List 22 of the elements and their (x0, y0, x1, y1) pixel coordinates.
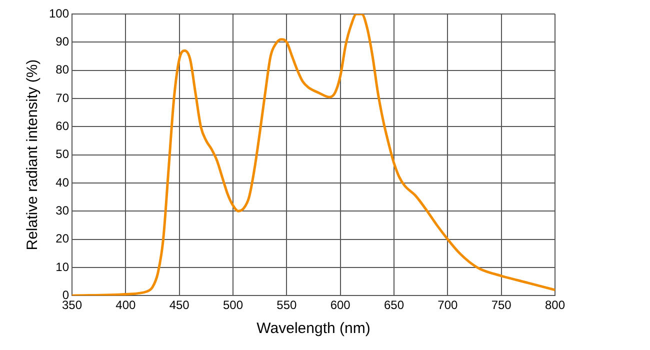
y-tick-label: 80 (56, 62, 70, 77)
y-tick-label: 40 (56, 175, 70, 190)
x-axis-title: Wavelength (nm) (256, 320, 370, 338)
x-tick-label: 800 (544, 298, 566, 312)
y-tick-label: 20 (56, 232, 70, 246)
x-tick-label: 700 (438, 298, 458, 312)
line-series (72, 14, 555, 296)
x-tick-label: 500 (223, 298, 244, 312)
x-tick-label: 650 (384, 298, 404, 312)
y-tick-label: 60 (56, 118, 70, 133)
y-axis-title: Relative radiant intensity (%) (24, 59, 42, 250)
y-tick-label: 50 (56, 147, 70, 162)
x-tick-label: 450 (169, 298, 190, 312)
y-tick-label: 90 (56, 34, 70, 48)
y-tick-label: 70 (56, 90, 70, 105)
y-tick-label: 10 (56, 260, 70, 274)
x-tick-label: 750 (491, 298, 512, 312)
y-tick-label: 100 (48, 6, 70, 20)
x-tick-label: 600 (330, 298, 351, 312)
x-tick-label: 550 (276, 298, 298, 312)
y-tick-label: 30 (56, 203, 70, 218)
x-tick-label: 400 (116, 298, 136, 312)
